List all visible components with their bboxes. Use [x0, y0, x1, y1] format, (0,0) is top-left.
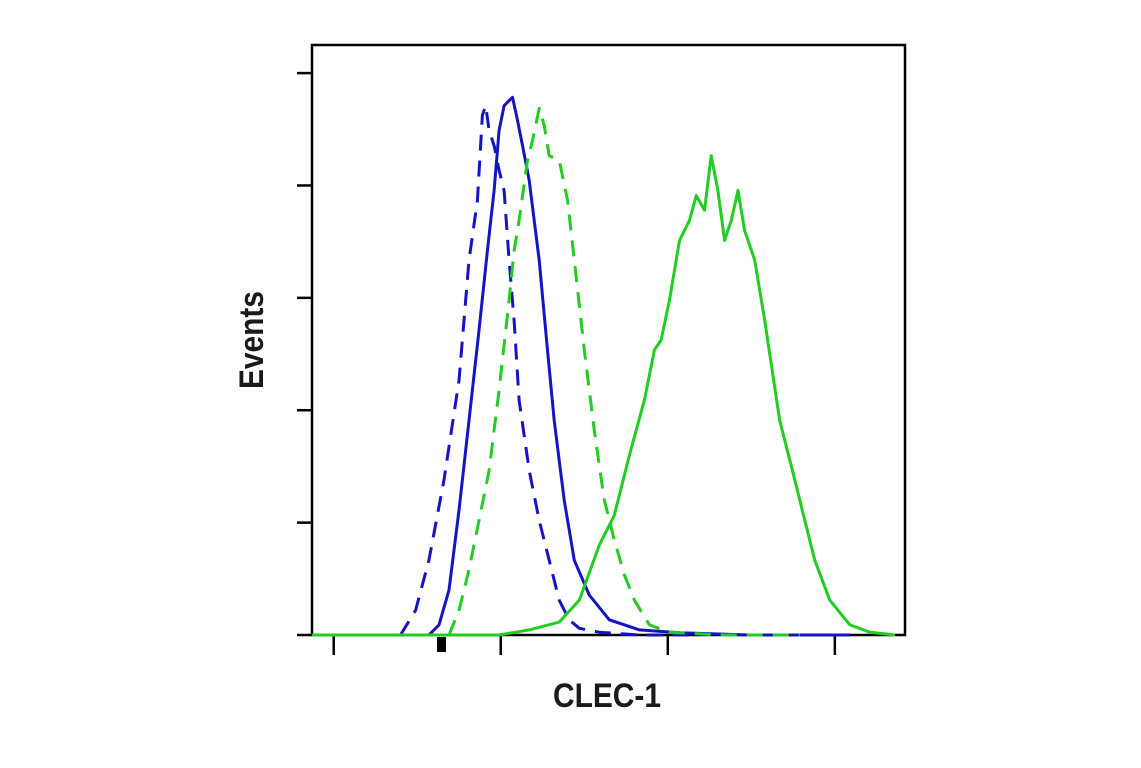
y-axis-label: Events [232, 291, 270, 389]
series-line [427, 95, 850, 637]
axis-marker [437, 637, 446, 652]
series-line [312, 154, 896, 637]
series-line [447, 107, 800, 637]
series-line [399, 104, 700, 637]
plot-frame [310, 43, 907, 637]
x-axis-label: CLEC-1 [553, 676, 661, 714]
